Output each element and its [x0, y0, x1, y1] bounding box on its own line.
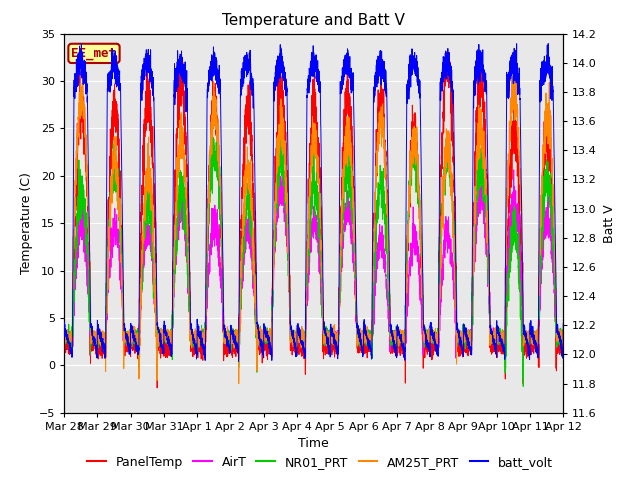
X-axis label: Time: Time: [298, 437, 329, 450]
Y-axis label: Batt V: Batt V: [603, 204, 616, 242]
Legend: PanelTemp, AirT, NR01_PRT, AM25T_PRT, batt_volt: PanelTemp, AirT, NR01_PRT, AM25T_PRT, ba…: [82, 451, 558, 474]
Y-axis label: Temperature (C): Temperature (C): [20, 172, 33, 274]
Text: EE_met: EE_met: [72, 47, 116, 60]
Title: Temperature and Batt V: Temperature and Batt V: [222, 13, 405, 28]
